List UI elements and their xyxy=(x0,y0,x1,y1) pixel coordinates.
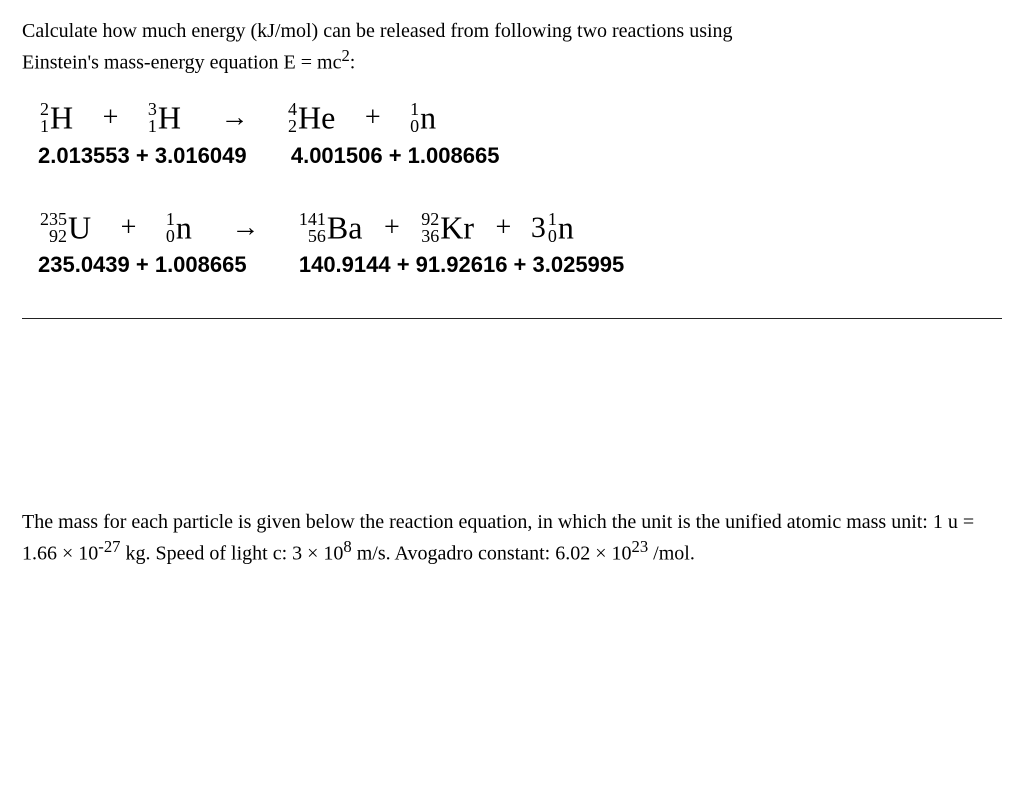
intro-sup: 2 xyxy=(341,46,349,65)
plus-sign: + xyxy=(365,102,381,134)
nuclide-n: 10n xyxy=(166,209,192,247)
nuclide-he4: 42He xyxy=(288,99,335,137)
reaction-2-equation: 23592U + 10n → 14156Ba + 9236Kr + 3 10n xyxy=(38,209,1002,247)
nuclide-h3: 31H xyxy=(148,99,181,137)
nuclide-n: 10n xyxy=(410,99,436,137)
problem-statement: Calculate how much energy (kJ/mol) can b… xyxy=(22,18,1002,77)
nuclide-h2: 21H xyxy=(40,99,73,137)
coef-3: 3 xyxy=(531,211,546,244)
reaction-1-mass-right: 4.001506 + 1.008665 xyxy=(291,143,500,168)
arrow-icon: → xyxy=(221,102,249,134)
plus-sign: + xyxy=(121,212,137,244)
reaction-1-equation: 21H + 31H → 42He + 10n xyxy=(38,99,1002,137)
nuclide-n: 10n xyxy=(548,209,574,247)
arrow-icon: → xyxy=(231,212,259,244)
reaction-1-mass-left: 2.013553 + 3.016049 xyxy=(38,143,247,168)
reaction-2-mass-right: 140.9144 + 91.92616 + 3.025995 xyxy=(299,252,624,277)
plus-sign: + xyxy=(496,212,512,244)
plus-sign: + xyxy=(384,212,400,244)
plus-sign: + xyxy=(103,102,119,134)
nuclide-kr92: 9236Kr xyxy=(421,209,474,247)
nuclide-u235: 23592U xyxy=(40,209,91,247)
intro-line2-post: : xyxy=(350,52,356,74)
reaction-1-masses: 2.013553 + 3.016049 4.001506 + 1.008665 xyxy=(38,143,1002,169)
intro-line1: Calculate how much energy (kJ/mol) can b… xyxy=(22,20,733,42)
divider xyxy=(22,318,1002,319)
reaction-2-masses: 235.0439 + 1.008665 140.9144 + 91.92616 … xyxy=(38,252,1002,278)
footnote-text: The mass for each particle is given belo… xyxy=(22,509,1002,568)
intro-line2-pre: Einstein's mass-energy equation E = mc xyxy=(22,52,341,74)
reaction-2-mass-left: 235.0439 + 1.008665 xyxy=(38,252,247,277)
nuclide-ba141: 14156Ba xyxy=(299,209,363,247)
